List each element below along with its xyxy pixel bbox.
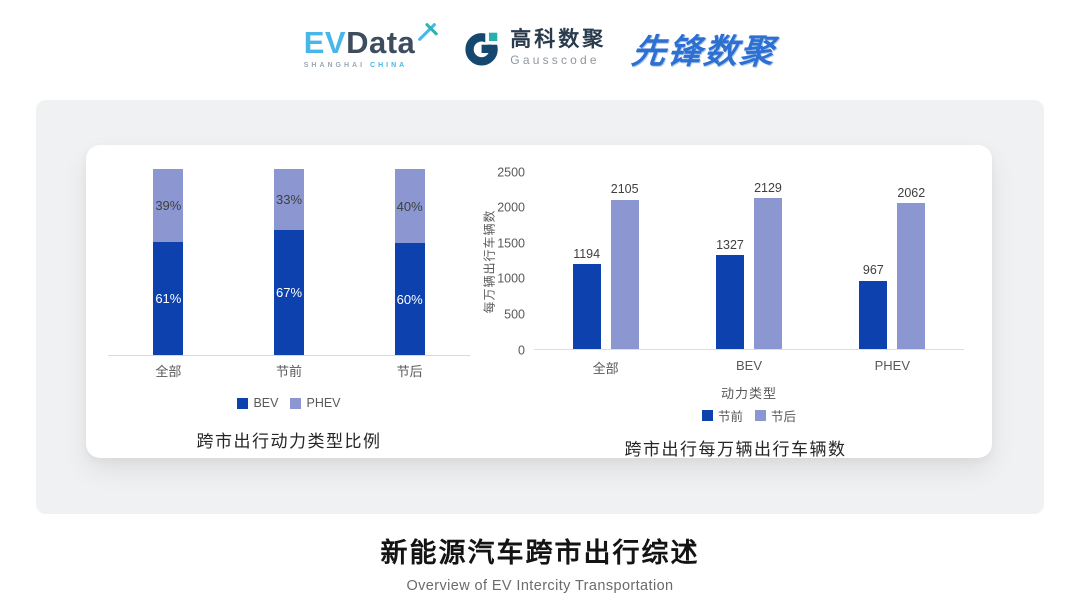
legend-label: PHEV [306,396,341,410]
y-axis-label-wrap: 每万辆出行车辆数 [480,172,498,350]
bar-group: 967 2062 [821,172,964,349]
category-label: BEV [735,358,762,373]
gausscode-en-name: Gausscode [510,53,600,68]
category-label: PHEV [874,358,911,373]
logo-header: EV Data SHANGHAI CHINA 高科数聚 Gausscode 先锋… [0,16,1080,80]
trips-per-10k-chart: 每万辆出行车辆数 0 500 1000 1500 2000 2500 1194 2105 13… [470,145,992,459]
legend-swatch [755,410,766,421]
evdata-data-text: Data [346,25,416,60]
gausscode-text: 高科数聚 Gausscode [510,27,607,68]
phev-segment: 40% [394,169,425,244]
y-tick-label: 500 [504,307,525,322]
evdata-china-text: CHINA [370,62,408,69]
left-chart-title: 跨市出行动力类型比例 [196,432,382,451]
y-tick-label: 1000 [497,271,525,286]
legend-item: PHEV [290,396,341,410]
evdata-ev-text: EV [303,25,347,60]
stacked-categories: 全部 节前 节后 [108,361,470,380]
stacked-plot: 39% 61% 33% 67% 40% 60% [108,169,470,356]
bar [859,280,888,349]
category-label: 节后 [396,364,423,379]
stacked-bar: 40% 60% [394,169,425,355]
bar [572,264,601,349]
bar [897,203,926,349]
bar-wrap: 2129 [753,182,782,349]
bar [753,198,782,349]
bev-segment: 60% [394,243,425,355]
grouped-categories: 全部 BEV PHEV [534,358,964,377]
bar-wrap: 1194 [572,248,601,349]
bar-wrap: 967 [859,264,888,349]
charts-panel: 39% 61% 33% 67% 40% 60% 全部 节前 节后 BEV PHEV 跨市出行动力… [86,145,992,459]
stacked-bar-column: 40% 60% [349,169,470,355]
gausscode-logo: 高科数聚 Gausscode [464,27,607,68]
gausscode-cn-name: 高科数聚 [510,27,607,51]
phev-segment: 33% [274,169,304,231]
bar-value-label: 2129 [754,180,782,195]
evdata-logo: EV Data SHANGHAI CHINA [303,23,439,69]
legend-item: 节前 [701,406,743,425]
evdata-subtext: SHANGHAI CHINA [304,62,407,69]
bar-wrap: 2105 [610,183,639,349]
charts-card: 39% 61% 33% 67% 40% 60% 全部 节前 节后 BEV PHEV 跨市出行动力… [36,100,1044,514]
bar-group: 1194 2105 [534,172,677,349]
bar-value-label: 967 [862,263,884,278]
bev-segment: 67% [274,230,304,355]
xianfeng-shuju-logo: 先锋数聚 [629,32,778,71]
y-tick-label: 2000 [497,200,525,215]
y-axis-ticks: 0 500 1000 1500 2000 2500 [497,166,534,356]
evdata-shanghai-text: SHANGHAI [303,62,366,69]
x-axis-label: 动力类型 [720,386,777,401]
y-tick-label: 1500 [497,235,525,250]
power-type-ratio-chart: 39% 61% 33% 67% 40% 60% 全部 节前 节后 BEV PHEV 跨市出行动力… [86,145,470,458]
footer: 新能源汽车跨市出行综述 Overview of EV Intercity Tra… [0,531,1080,594]
stacked-bar-column: 33% 67% [229,169,350,355]
bar [610,199,639,349]
bar-wrap: 1327 [715,239,744,349]
legend-label: BEV [253,396,279,410]
grouped-legend: 节前 节后 [534,406,964,425]
legend-swatch [290,397,302,409]
y-axis-label: 每万辆出行车辆数 [482,208,497,314]
legend-item: BEV [237,396,278,410]
bev-segment: 61% [153,241,184,355]
legend-swatch [701,410,713,421]
y-tick-label: 2500 [497,164,525,179]
legend-swatch [237,397,249,409]
stacked-bar-column: 39% 61% [108,169,229,355]
bar-group: 1327 2129 [677,172,820,349]
page-subtitle: Overview of EV Intercity Transportation [406,578,674,594]
stacked-legend: BEV PHEV [108,396,470,410]
y-tick-label: 0 [518,342,525,357]
sparkle-icon [418,23,439,41]
stacked-bar: 33% 67% [274,169,304,355]
legend-item: 节后 [755,406,796,425]
stacked-bar: 39% 61% [153,169,184,355]
bar-wrap: 2062 [897,187,926,349]
bar-value-label: 1194 [573,246,601,261]
category-label: 节前 [276,364,303,379]
bar-value-label: 1327 [716,237,744,252]
category-label: 全部 [592,361,619,376]
right-chart-title: 跨市出行每万辆出行车辆数 [624,440,847,459]
category-label: 全部 [155,364,182,379]
gausscode-g-icon [465,29,502,67]
grouped-plot-row: 每万辆出行车辆数 0 500 1000 1500 2000 2500 1194 2105 13… [480,166,964,356]
bar-value-label: 2062 [897,185,926,200]
phev-segment: 39% [153,169,184,242]
bar-value-label: 2105 [610,182,639,197]
legend-label: 节后 [771,410,797,424]
bar [715,255,744,349]
legend-label: 节前 [717,410,743,424]
evdata-wordmark: EV Data [303,23,439,60]
page-title: 新能源汽车跨市出行综述 [380,538,700,568]
grouped-plot: 1194 2105 1327 2129 967 2062 [534,172,964,350]
